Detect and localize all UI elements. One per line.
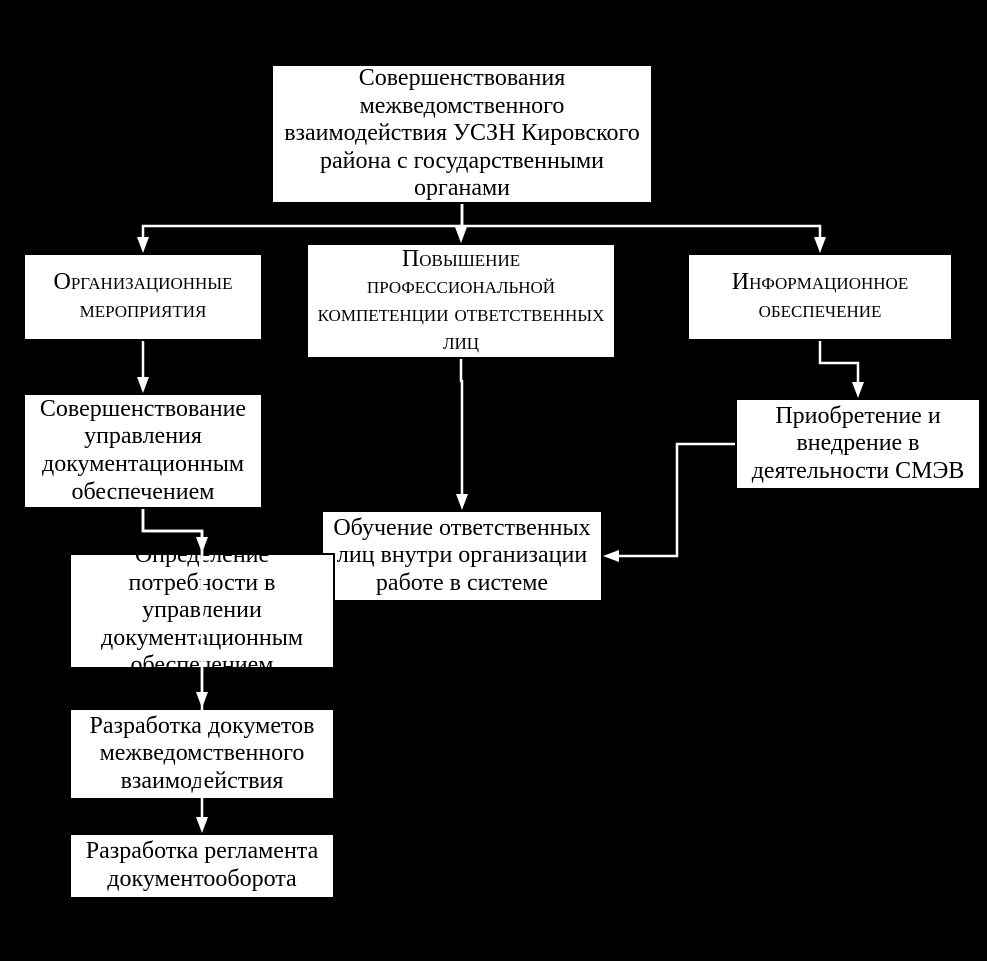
- node-train: Обучение ответственных лиц внутри органи…: [321, 510, 603, 602]
- node-top: Совершенствования межведомственного взаи…: [271, 64, 653, 204]
- node-docmgmt: Совершенствование управления документаци…: [23, 393, 263, 509]
- diagram-canvas: Совершенствования межведомственного взаи…: [0, 0, 987, 961]
- node-smev: Приобретение и внедрение в деятельности …: [735, 398, 981, 490]
- node-need: Определение потребности в управлении док…: [69, 553, 335, 669]
- node-prof: Повышение профессиональной компетенции о…: [306, 243, 616, 359]
- node-info: Информационное обеспечение: [687, 253, 953, 341]
- node-reglam: Разработка регламента документооборота: [69, 833, 335, 899]
- node-org: Организационные мероприятия: [23, 253, 263, 341]
- node-devdocs: Разработка докуметов межведомственного в…: [69, 708, 335, 800]
